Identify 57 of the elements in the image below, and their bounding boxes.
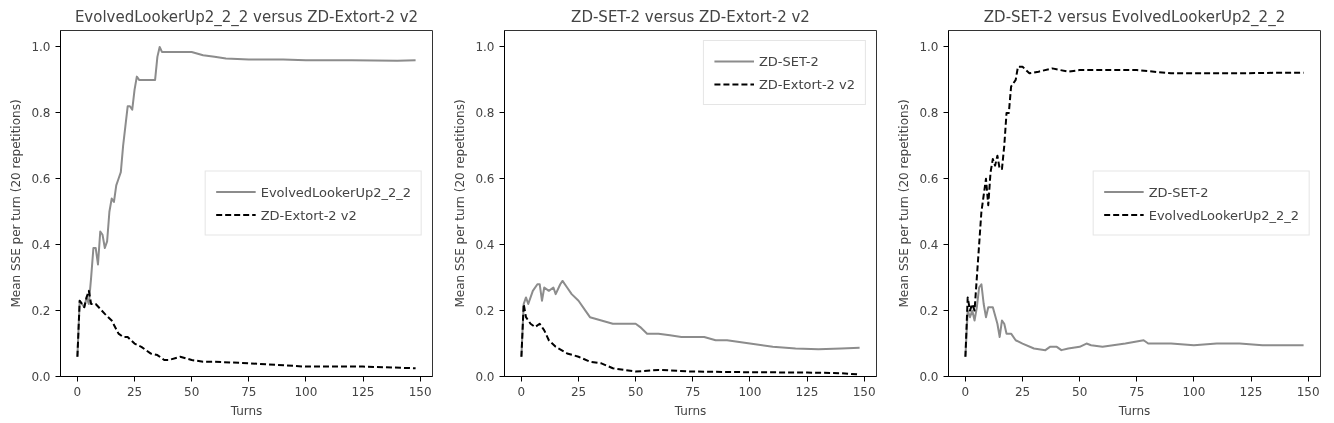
x-tick-label: 50 — [184, 384, 200, 399]
x-tick-label: 100 — [294, 384, 318, 399]
x-tick-label: 125 — [795, 384, 819, 399]
y-tick-label: 1.0 — [919, 40, 939, 55]
line-series — [76, 289, 417, 370]
x-tick-label: 0 — [961, 384, 970, 399]
y-tick-label: 0.4 — [31, 238, 51, 253]
y-tick-label: 1.0 — [475, 40, 495, 55]
line-series — [964, 65, 1305, 358]
chart-title: EvolvedLookerUp2_2_2 versus ZD-Extort-2 v2 — [74, 7, 419, 27]
x-tick-label: 75 — [241, 384, 257, 399]
legend-label: EvolvedLookerUp2_2_2 — [260, 184, 411, 199]
x-tick-label: 100 — [1182, 384, 1206, 399]
legend-label: ZD-SET-2 — [1148, 184, 1209, 199]
x-tick-label: 125 — [1239, 384, 1263, 399]
y-tick-label: 0.8 — [475, 106, 495, 121]
x-tick-label: 75 — [1129, 384, 1145, 399]
x-tick-label: 125 — [351, 384, 375, 399]
legend-label: ZD-Extort-2 v2 — [758, 76, 855, 92]
y-tick-label: 0.2 — [31, 304, 51, 319]
y-tick-label: 0.6 — [31, 172, 51, 187]
x-tick-label: 50 — [1072, 384, 1088, 399]
y-tick-label: 0.8 — [919, 106, 939, 121]
line-series — [964, 283, 1305, 358]
x-axis-title: Turns — [1117, 403, 1151, 418]
y-axis-title: Mean SSE per turn (20 repetitions) — [897, 99, 912, 308]
legend-label: ZD-Extort-2 v2 — [260, 207, 357, 222]
legend-label: EvolvedLookerUp2_2_2 — [1148, 207, 1299, 222]
x-tick-label: 0 — [73, 384, 82, 399]
y-tick-label: 0.6 — [919, 172, 939, 187]
legend-label: ZD-SET-2 — [758, 53, 819, 69]
x-tick-label: 0 — [517, 384, 526, 399]
x-tick-label: 100 — [738, 384, 762, 399]
x-tick-label: 150 — [1296, 384, 1320, 399]
x-tick-label: 150 — [408, 384, 432, 399]
y-axis-title: Mean SSE per turn (20 repetitions) — [453, 99, 468, 308]
chart-title: ZD-SET-2 versus ZD-Extort-2 v2 — [571, 7, 810, 26]
y-tick-label: 0.0 — [919, 370, 939, 384]
x-axis-title: Turns — [229, 403, 263, 418]
x-tick-label: 25 — [1014, 384, 1031, 399]
y-tick-label: 0.4 — [475, 238, 495, 253]
y-tick-label: 0.2 — [919, 304, 939, 319]
y-tick-label: 0.2 — [475, 304, 495, 319]
x-axis-title: Turns — [673, 403, 707, 418]
y-tick-label: 0.8 — [31, 106, 51, 121]
y-axis-title: Mean SSE per turn (20 repetitions) — [9, 99, 24, 308]
x-tick-label: 50 — [628, 384, 644, 399]
y-tick-label: 0.0 — [31, 370, 51, 384]
chart-title: ZD-SET-2 versus EvolvedLookerUp2_2_2 — [983, 7, 1286, 27]
x-tick-label: 150 — [852, 384, 876, 399]
x-tick-label: 25 — [570, 384, 587, 399]
x-tick-label: 25 — [126, 384, 143, 399]
x-tick-label: 75 — [685, 384, 701, 399]
y-tick-label: 0.4 — [919, 238, 939, 253]
y-tick-label: 1.0 — [31, 40, 51, 55]
y-tick-label: 0.6 — [475, 172, 495, 187]
y-tick-label: 0.0 — [475, 370, 495, 384]
